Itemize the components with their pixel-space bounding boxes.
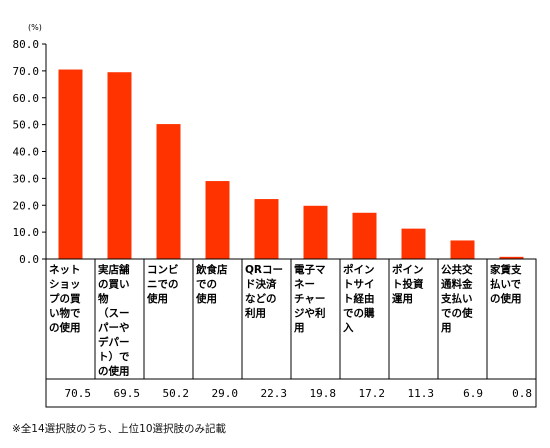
- category-label: 電子マネーチャージや利用: [293, 264, 326, 334]
- category-label: 実店舗の買い物（スーパーやデパート）での使用: [98, 263, 130, 378]
- value-label: 11.3: [408, 387, 435, 400]
- bar: [205, 181, 230, 259]
- value-label: 69.5: [114, 387, 141, 400]
- bar: [303, 205, 328, 259]
- category-label: コンビニでの使用: [146, 263, 179, 305]
- value-label: 6.9: [463, 387, 483, 400]
- bar: [450, 240, 475, 259]
- bar: [58, 69, 83, 259]
- y-tick-label: 30.0: [13, 172, 40, 185]
- bar: [401, 228, 426, 259]
- value-label: 70.5: [65, 387, 92, 400]
- bar: [156, 124, 181, 260]
- y-tick-label: 70.0: [13, 65, 40, 78]
- bar: [499, 256, 524, 259]
- value-label: 19.8: [310, 387, 337, 400]
- y-tick-label: 60.0: [13, 92, 40, 105]
- y-tick-label: 80.0: [13, 38, 40, 51]
- category-label: 公共交通料金支払いでの使用: [440, 263, 473, 334]
- bar: [352, 212, 377, 259]
- y-axis-unit: (%): [28, 23, 42, 32]
- category-label: QRコード決済などの利用: [245, 264, 283, 320]
- footnote: ※全14選択肢のうち、上位10選択肢のみ記載: [12, 423, 227, 435]
- value-label: 17.2: [359, 387, 386, 400]
- y-tick-label: 0.0: [19, 253, 39, 266]
- y-tick-label: 20.0: [13, 199, 40, 212]
- category-label: ネットショップの買い物での使用: [49, 264, 81, 334]
- value-label: 29.0: [212, 387, 239, 400]
- category-label: 家賃支払いでの使用: [490, 263, 522, 305]
- y-tick-label: 50.0: [13, 119, 40, 132]
- category-label: ポイント投資運用: [392, 263, 424, 305]
- category-label: ポイントサイト経由での購入: [343, 263, 375, 334]
- value-label: 22.3: [261, 387, 288, 400]
- value-label: 50.2: [163, 387, 190, 400]
- y-tick-label: 10.0: [13, 226, 40, 239]
- category-label: 飲食店での使用: [195, 263, 228, 305]
- bar: [107, 72, 132, 259]
- bar: [254, 199, 279, 259]
- value-label: 0.8: [512, 387, 532, 400]
- y-tick-label: 40.0: [13, 146, 40, 159]
